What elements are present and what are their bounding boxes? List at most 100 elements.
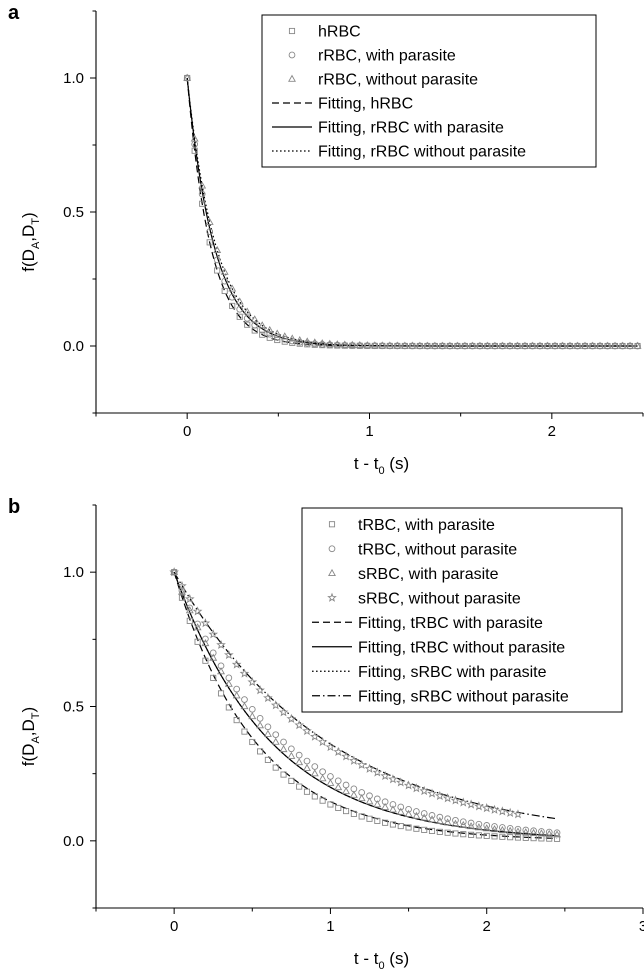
data-point xyxy=(545,828,553,836)
data-point xyxy=(535,341,544,349)
legend-entry: rRBC, with parasite xyxy=(318,48,456,65)
data-point xyxy=(513,809,523,819)
data-point xyxy=(380,770,390,781)
data-point xyxy=(412,811,421,819)
data-point xyxy=(243,314,251,322)
x-tick-label: 2 xyxy=(483,918,491,935)
data-point xyxy=(475,832,482,839)
series-markers xyxy=(183,73,642,349)
data-point xyxy=(427,788,437,798)
legend-marker xyxy=(328,545,336,553)
data-point xyxy=(225,704,232,711)
data-point xyxy=(311,763,319,770)
data-point xyxy=(272,731,280,739)
data-point xyxy=(309,731,320,741)
data-point xyxy=(388,774,398,784)
data-point xyxy=(363,341,372,349)
chart-panel-a: a 0 1 2 0.0 0.5 1.0 t - t0 (s) f(DA,DT) hRBC rRBC,… xyxy=(8,2,644,477)
legend-marker xyxy=(327,592,337,602)
data-point xyxy=(349,790,358,798)
legend-entry: Fitting, tRBC with parasite xyxy=(358,615,543,632)
data-point xyxy=(349,755,359,765)
data-point xyxy=(184,593,195,604)
data-point xyxy=(514,834,522,841)
data-point xyxy=(513,341,522,349)
data-point xyxy=(255,685,265,695)
data-point xyxy=(434,790,445,801)
data-point xyxy=(272,764,279,771)
data-point xyxy=(389,801,397,808)
data-point xyxy=(514,827,522,835)
y-tick-label: 0.5 xyxy=(63,204,84,221)
data-point xyxy=(633,341,642,349)
data-point xyxy=(343,808,350,815)
data-point xyxy=(213,245,222,253)
data-point xyxy=(573,341,582,349)
data-point xyxy=(603,341,612,349)
data-point xyxy=(415,341,424,349)
data-point xyxy=(193,623,202,631)
data-point xyxy=(334,777,342,785)
data-point xyxy=(505,807,515,817)
data-point xyxy=(200,618,211,628)
data-point xyxy=(474,823,483,831)
data-point xyxy=(365,797,374,805)
data-point xyxy=(611,341,619,349)
data-point xyxy=(366,815,373,822)
data-point xyxy=(247,677,258,687)
data-point xyxy=(326,778,335,786)
data-point xyxy=(296,783,303,790)
y-tick-label: 0.5 xyxy=(63,699,84,716)
data-point xyxy=(248,712,257,720)
data-point xyxy=(229,302,236,309)
data-point xyxy=(198,181,207,189)
data-point xyxy=(545,829,554,837)
data-point xyxy=(421,826,428,833)
y-tick-label: 1.0 xyxy=(63,564,84,581)
data-point xyxy=(370,341,379,349)
data-point xyxy=(271,737,280,745)
data-point xyxy=(506,825,514,832)
data-point xyxy=(444,815,451,823)
data-point xyxy=(318,339,327,347)
data-point xyxy=(240,702,249,710)
data-point xyxy=(435,816,444,824)
data-point xyxy=(420,810,428,817)
y-tick-label: 0.0 xyxy=(63,833,84,850)
data-point xyxy=(443,818,452,826)
data-point xyxy=(342,781,350,789)
x-tick-label: 1 xyxy=(326,918,334,935)
data-point xyxy=(236,313,243,320)
data-point xyxy=(241,728,248,735)
data-point xyxy=(553,830,562,838)
data-point xyxy=(257,748,264,755)
legend-entry: Fitting, sRBC with parasite xyxy=(358,664,547,681)
legend-marker xyxy=(328,568,336,576)
data-point xyxy=(468,831,475,838)
data-point xyxy=(248,705,256,713)
y-axis-label: f(DA,DT) xyxy=(19,707,42,766)
data-point xyxy=(553,829,561,837)
data-point xyxy=(235,297,244,305)
data-point xyxy=(317,736,328,747)
data-point xyxy=(468,341,477,349)
data-point xyxy=(382,819,389,826)
data-point xyxy=(273,329,282,337)
data-point xyxy=(214,267,221,274)
data-point xyxy=(213,256,221,264)
data-point xyxy=(397,823,404,830)
data-point xyxy=(453,341,462,349)
data-point xyxy=(327,773,334,780)
data-point xyxy=(206,228,214,236)
data-point xyxy=(199,200,206,207)
data-point xyxy=(217,690,225,697)
data-point xyxy=(411,783,422,793)
data-point xyxy=(482,824,491,832)
data-point xyxy=(288,745,295,753)
data-point xyxy=(243,307,252,315)
data-point xyxy=(178,594,186,601)
legend-box xyxy=(261,14,597,168)
data-point xyxy=(318,774,327,782)
data-point xyxy=(266,330,274,338)
